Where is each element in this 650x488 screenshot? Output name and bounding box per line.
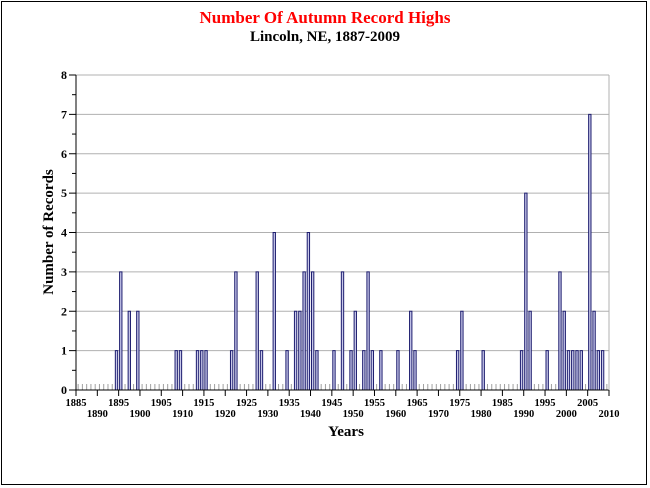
x-tick-label: 1935 xyxy=(279,398,300,409)
bar xyxy=(579,350,583,391)
x-tick-label: 1925 xyxy=(236,398,257,409)
x-tick-label: 1975 xyxy=(449,398,470,409)
axes xyxy=(69,74,610,396)
x-tick-label: 1985 xyxy=(492,398,513,409)
bar xyxy=(255,271,259,391)
bar xyxy=(349,350,353,391)
y-tick-label: 3 xyxy=(61,265,67,279)
x-tick-label: 1905 xyxy=(151,398,172,409)
bar xyxy=(370,350,375,391)
bar xyxy=(528,310,532,391)
bar xyxy=(285,350,289,391)
x-tick-label: 1900 xyxy=(129,409,150,420)
bar xyxy=(588,113,592,391)
bar xyxy=(200,350,204,391)
y-tick-labels: 0 1 2 3 4 5 6 7 8 xyxy=(61,68,67,397)
x-tick-label: 1910 xyxy=(172,409,193,420)
bar xyxy=(362,350,366,391)
bar xyxy=(272,232,276,391)
bar xyxy=(379,350,383,391)
y-tick-label: 6 xyxy=(61,147,67,161)
x-tick-label: 1970 xyxy=(428,409,449,420)
bar xyxy=(306,232,311,391)
x-tick-label: 2000 xyxy=(556,409,577,420)
x-tick-label: 1915 xyxy=(193,398,214,409)
bar xyxy=(127,310,131,391)
x-tick-label: 1890 xyxy=(87,409,108,420)
bar xyxy=(524,192,528,391)
bar xyxy=(302,271,306,391)
bar xyxy=(596,350,601,391)
bar xyxy=(353,310,357,391)
bar xyxy=(455,350,460,391)
bar xyxy=(315,350,319,391)
bar xyxy=(234,271,238,391)
bar xyxy=(332,350,336,391)
x-tick-label: 1995 xyxy=(535,398,556,409)
chart-title: Number Of Autumn Record Highs xyxy=(199,8,451,27)
y-tick-label: 0 xyxy=(61,383,67,397)
x-tick-label: 1965 xyxy=(407,398,428,409)
y-tick-label: 5 xyxy=(61,186,67,200)
bar xyxy=(340,271,345,391)
chart-subtitle: Lincoln, NE, 1887-2009 xyxy=(249,29,400,45)
bar xyxy=(259,350,264,391)
bar xyxy=(136,310,140,391)
bar xyxy=(298,310,302,391)
bar xyxy=(366,271,370,391)
x-tick-label: 1980 xyxy=(471,409,492,420)
bar xyxy=(592,310,596,391)
bar xyxy=(310,271,315,391)
bar xyxy=(566,350,571,391)
x-tick-label: 1955 xyxy=(364,398,385,409)
bar xyxy=(119,271,123,391)
bar xyxy=(178,350,183,391)
bar xyxy=(562,310,566,391)
bar xyxy=(409,310,413,391)
x-tick-label: 1990 xyxy=(513,409,534,420)
x-tick-label: 1950 xyxy=(343,409,364,420)
x-tick-label: 2010 xyxy=(599,409,620,420)
bar xyxy=(114,350,119,391)
x-tick-label: 1895 xyxy=(108,398,129,409)
x-tick-label: 1930 xyxy=(257,409,278,420)
bar xyxy=(519,350,524,391)
y-tick-label: 8 xyxy=(61,68,67,82)
bar xyxy=(460,310,464,391)
y-tick-label: 4 xyxy=(61,226,67,240)
bar xyxy=(229,350,234,391)
bar xyxy=(481,350,485,391)
bar xyxy=(195,350,200,391)
y-tick-label: 2 xyxy=(61,304,67,318)
y-tick-label: 7 xyxy=(61,107,67,121)
bar xyxy=(293,310,298,391)
x-tick-label: 1960 xyxy=(385,409,406,420)
bar xyxy=(600,350,605,391)
x-tick-label: 1885 xyxy=(66,398,87,409)
x-tick-labels: 1885189018951900190519101915192019251930… xyxy=(66,398,620,420)
x-tick-label: 1940 xyxy=(300,409,321,420)
bar xyxy=(174,350,178,391)
y-tick-label: 1 xyxy=(61,344,67,358)
y-axis-label: Number of Records xyxy=(41,169,57,295)
bar xyxy=(558,271,562,391)
bar xyxy=(545,350,549,391)
bar xyxy=(571,350,575,391)
x-tick-label: 1920 xyxy=(215,409,236,420)
bar xyxy=(396,350,400,391)
bar xyxy=(204,350,208,391)
bars xyxy=(114,113,605,391)
x-tick-label: 2005 xyxy=(577,398,598,409)
bar xyxy=(575,350,579,391)
x-axis-label: Years xyxy=(328,424,364,440)
bar xyxy=(413,350,417,391)
x-tick-label: 1945 xyxy=(321,398,342,409)
